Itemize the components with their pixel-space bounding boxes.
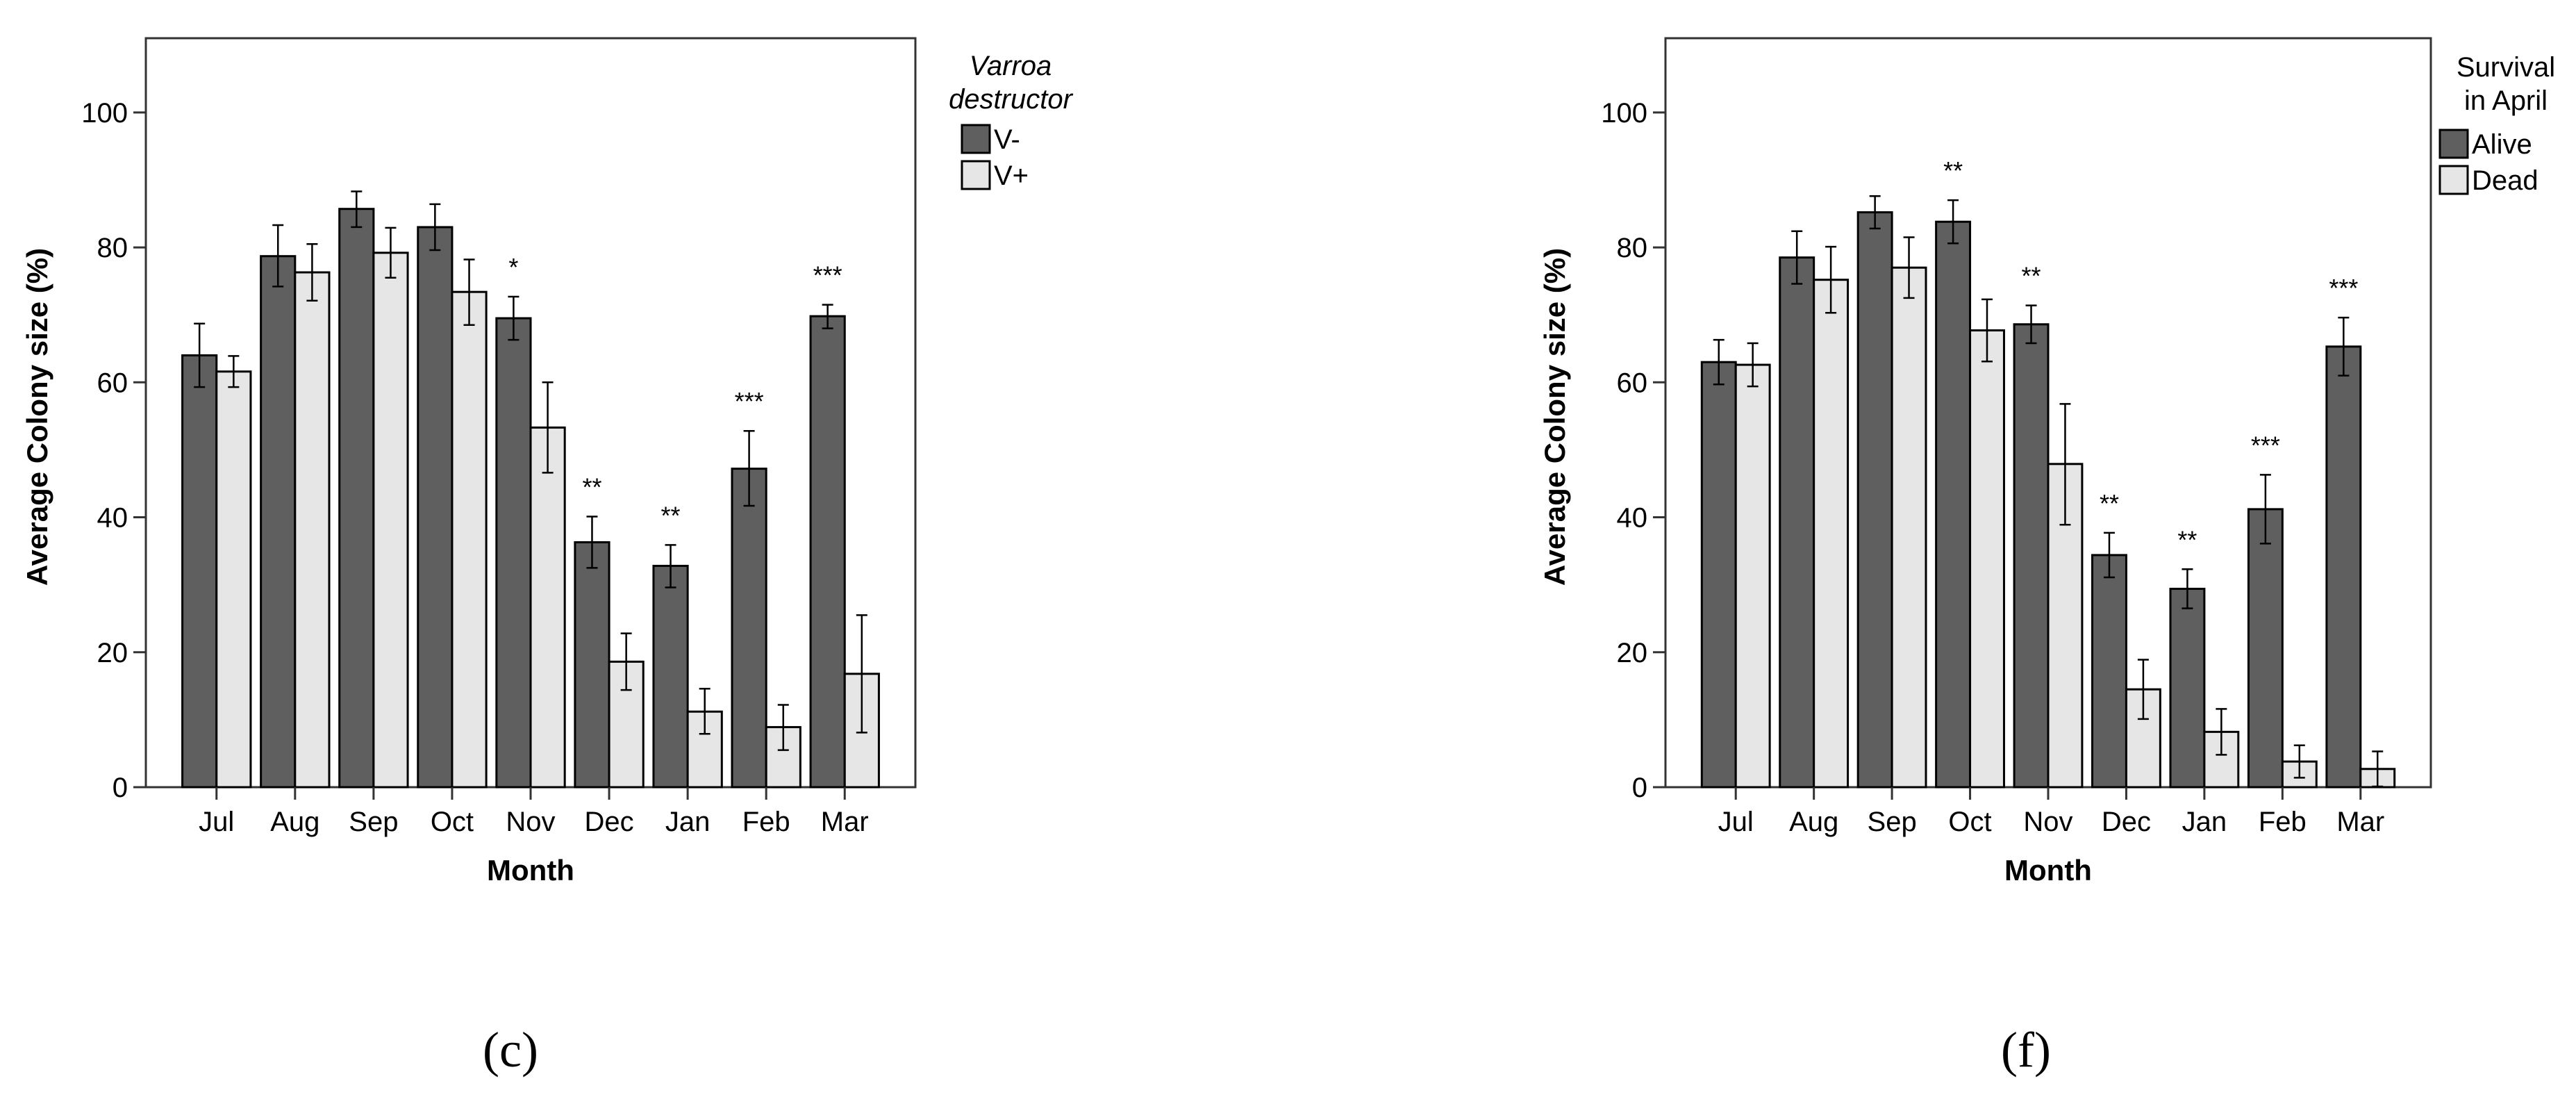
bar-alive-dec bbox=[2091, 554, 2127, 789]
legend-swatch-v bbox=[961, 160, 991, 190]
x-tick-label: Feb bbox=[2259, 807, 2307, 837]
significance-label: ** bbox=[2022, 262, 2041, 290]
bar-v-aug bbox=[294, 271, 331, 789]
legend-label: Alive bbox=[2472, 129, 2532, 160]
x-tick-label: Feb bbox=[742, 807, 790, 837]
bar-v-nov bbox=[529, 426, 566, 789]
y-tick-label: 100 bbox=[1601, 98, 1647, 129]
legend-title: in April bbox=[2464, 85, 2548, 116]
x-tick-label: Aug bbox=[270, 807, 319, 837]
bar-dead-aug bbox=[1813, 279, 1850, 789]
x-tick-label: Jul bbox=[199, 807, 234, 837]
bar-v-oct bbox=[451, 290, 488, 789]
y-tick-label: 60 bbox=[1617, 368, 1648, 398]
bar-dead-nov bbox=[2047, 463, 2084, 789]
y-axis-title: Average Colony size (%) bbox=[1538, 248, 1571, 586]
significance-label: *** bbox=[2251, 431, 2280, 459]
bar-alive-feb bbox=[2247, 508, 2284, 789]
y-tick-label: 0 bbox=[1632, 773, 1647, 803]
bar-alive-jan bbox=[2169, 587, 2206, 789]
significance-label: *** bbox=[735, 387, 764, 415]
bar-dead-jul bbox=[1734, 363, 1771, 789]
y-tick-label: 80 bbox=[97, 233, 128, 263]
chart-panel-c: 0 20 40 60 80 100 Jul Aug Sep Oct Nov * Dec ** Jan ** Fe… bbox=[21, 37, 1074, 1078]
chart-panel-f: 0 20 40 60 80 100 Jul Aug Sep Oct ** Nov ** Dec ** Jan *… bbox=[1538, 37, 2555, 1078]
bar-v-jan bbox=[652, 564, 689, 789]
x-tick-label: Mar bbox=[821, 807, 869, 837]
x-tick-label: Oct bbox=[431, 807, 474, 837]
bar-alive-jul bbox=[1700, 361, 1737, 789]
significance-label: ** bbox=[661, 501, 681, 529]
y-tick-label: 100 bbox=[81, 98, 128, 129]
x-tick-label: Jul bbox=[1718, 807, 1754, 837]
y-tick-label: 40 bbox=[1617, 503, 1648, 534]
bar-v-mar bbox=[809, 315, 846, 789]
legend-label: V- bbox=[994, 124, 1020, 155]
x-tick-label: Mar bbox=[2336, 807, 2384, 837]
significance-label: *** bbox=[2329, 274, 2358, 302]
bar-dead-sep bbox=[1891, 266, 1927, 789]
x-tick-label: Aug bbox=[1789, 807, 1838, 837]
x-axis-title: Month bbox=[2004, 854, 2092, 887]
bar-v-sep bbox=[372, 252, 409, 789]
x-tick-label: Jan bbox=[2182, 807, 2227, 837]
x-tick-label: Sep bbox=[349, 807, 398, 837]
bar-v-jan bbox=[686, 710, 723, 789]
y-tick-label: 60 bbox=[97, 368, 128, 398]
bar-alive-sep bbox=[1856, 211, 1893, 789]
y-tick-label: 20 bbox=[97, 638, 128, 668]
legend-swatch-alive bbox=[2438, 129, 2469, 159]
bar-v-aug bbox=[260, 255, 297, 789]
x-tick-label: Oct bbox=[1948, 807, 1991, 837]
bar-alive-aug bbox=[1779, 256, 1815, 789]
y-tick-label: 80 bbox=[1617, 233, 1648, 263]
significance-label: ** bbox=[2177, 525, 2197, 554]
x-axis-title: Month bbox=[487, 854, 574, 887]
significance-label: *** bbox=[813, 261, 842, 290]
bar-dead-oct bbox=[1969, 329, 2005, 789]
bar-v-jul bbox=[215, 370, 252, 789]
legend-title: Survival bbox=[2457, 52, 2555, 83]
x-tick-label: Nov bbox=[2023, 807, 2072, 837]
x-tick-label: Sep bbox=[1868, 807, 1917, 837]
bar-v-sep bbox=[338, 208, 375, 789]
panel-caption: (c) bbox=[483, 1022, 538, 1078]
bar-v-nov bbox=[495, 317, 532, 789]
bar-alive-mar bbox=[2325, 345, 2362, 789]
y-tick-label: 40 bbox=[97, 503, 128, 534]
x-tick-label: Jan bbox=[665, 807, 711, 837]
y-tick-label: 20 bbox=[1617, 638, 1648, 668]
legend-label: V+ bbox=[994, 160, 1029, 191]
legend-swatch-dead bbox=[2438, 165, 2469, 195]
bar-v-oct bbox=[417, 226, 454, 789]
significance-label: ** bbox=[1943, 156, 1963, 185]
bar-v-feb bbox=[731, 468, 767, 789]
legend-label: Dead bbox=[2472, 165, 2538, 196]
legend-swatch-v bbox=[961, 124, 991, 154]
significance-label: ** bbox=[582, 473, 601, 502]
x-tick-label: Nov bbox=[506, 807, 555, 837]
y-tick-label: 0 bbox=[113, 773, 128, 803]
bar-alive-oct bbox=[1935, 220, 1972, 789]
significance-label: ** bbox=[2100, 489, 2119, 518]
bar-v-jul bbox=[181, 354, 218, 789]
bar-alive-nov bbox=[2013, 323, 2050, 789]
panel-caption: (f) bbox=[2001, 1022, 2051, 1078]
legend-title: destructor bbox=[949, 84, 1074, 115]
bar-v-dec bbox=[574, 541, 610, 789]
y-axis-title: Average Colony size (%) bbox=[21, 248, 53, 586]
x-tick-label: Dec bbox=[584, 807, 633, 837]
x-tick-label: Dec bbox=[2102, 807, 2151, 837]
significance-label: * bbox=[508, 253, 518, 281]
legend-title: Varroa bbox=[970, 51, 1052, 81]
